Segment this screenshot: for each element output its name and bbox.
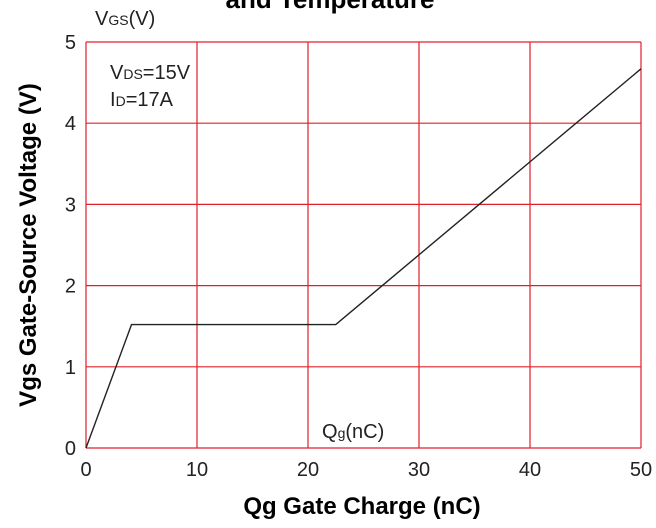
grid-layer [85,41,642,449]
x-tick-label: 10 [186,459,208,481]
series-line [85,68,642,449]
x-axis-title: Qg Gate Charge (nC) [243,493,480,520]
tick-labels: 0 10 20 30 40 50 0 1 2 3 4 5 [65,32,652,481]
vds-rest: =15V [143,62,191,84]
chart-title: and Temperature [225,0,434,14]
y-tick-label: 2 [65,276,76,298]
qg-unit-rest: (nC) [345,421,384,443]
id-rest: =17A [126,89,174,111]
series-layer [85,68,642,449]
x-tick-label: 50 [630,459,652,481]
id-sub: D [116,93,126,109]
y-tick-label: 3 [65,194,76,216]
vds-annotation: VDS=15V [110,62,191,84]
x-tick-label: 40 [519,459,541,481]
y-tick-label: 5 [65,32,76,54]
y-tick-label: 1 [65,357,76,379]
id-main: I [110,89,116,111]
y-axis-title: Vgs Gate-Source Voltage (V) [15,83,42,407]
y-tick-label: 0 [65,438,76,460]
vgs-unit-rest: (V) [129,8,156,30]
qg-unit-annotation: Qg(nC) [322,421,384,443]
y-tick-label: 4 [65,113,76,135]
vds-main: V [110,62,124,84]
x-tick-label: 0 [80,459,91,481]
qg-unit-main: Q [322,421,338,443]
vgs-unit-annotation: VGS(V) [95,8,155,30]
vgs-unit-main: V [95,8,109,30]
x-tick-label: 20 [297,459,319,481]
qg-unit-sub: g [338,425,346,441]
vds-sub: DS [123,66,142,82]
x-tick-label: 30 [408,459,430,481]
id-annotation: ID=17A [110,89,174,111]
vgs-unit-sub: GS [108,12,128,28]
